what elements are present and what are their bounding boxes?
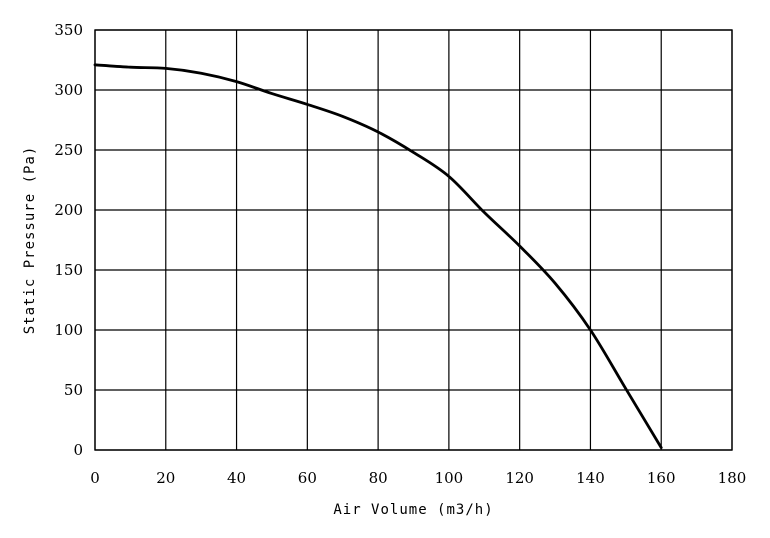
y-tick-label: 0 [73, 441, 83, 459]
x-tick-label: 100 [435, 469, 464, 487]
grid-lines [94, 29, 733, 451]
x-tick-label: 40 [227, 469, 246, 487]
y-tick-label: 200 [54, 201, 83, 219]
y-tick-label: 250 [54, 141, 83, 159]
y-tick-label: 350 [54, 21, 83, 39]
x-tick-label: 60 [298, 469, 317, 487]
x-tick-label: 140 [576, 469, 605, 487]
y-tick-label: 300 [54, 81, 83, 99]
x-tick-label: 180 [718, 469, 747, 487]
x-tick-label: 160 [647, 469, 676, 487]
y-tick-label: 100 [54, 321, 83, 339]
x-tick-label: 20 [156, 469, 175, 487]
y-axis-label: Static Pressure (Pa) [22, 146, 38, 335]
x-tick-label: 80 [369, 469, 388, 487]
plot-frame [94, 29, 733, 451]
x-axis-label: Air Volume (m3/h) [333, 502, 493, 518]
pressure-volume-curve [93, 63, 663, 449]
y-tick-label: 150 [54, 261, 83, 279]
y-tick-label: 50 [64, 381, 83, 399]
x-tick-labels: 0 20 40 60 80 100 120 140 160 180 [90, 469, 746, 487]
y-tick-labels: 0 50 100 150 200 250 300 350 [54, 21, 83, 459]
x-tick-label: 0 [90, 469, 100, 487]
x-tick-label: 120 [505, 469, 534, 487]
